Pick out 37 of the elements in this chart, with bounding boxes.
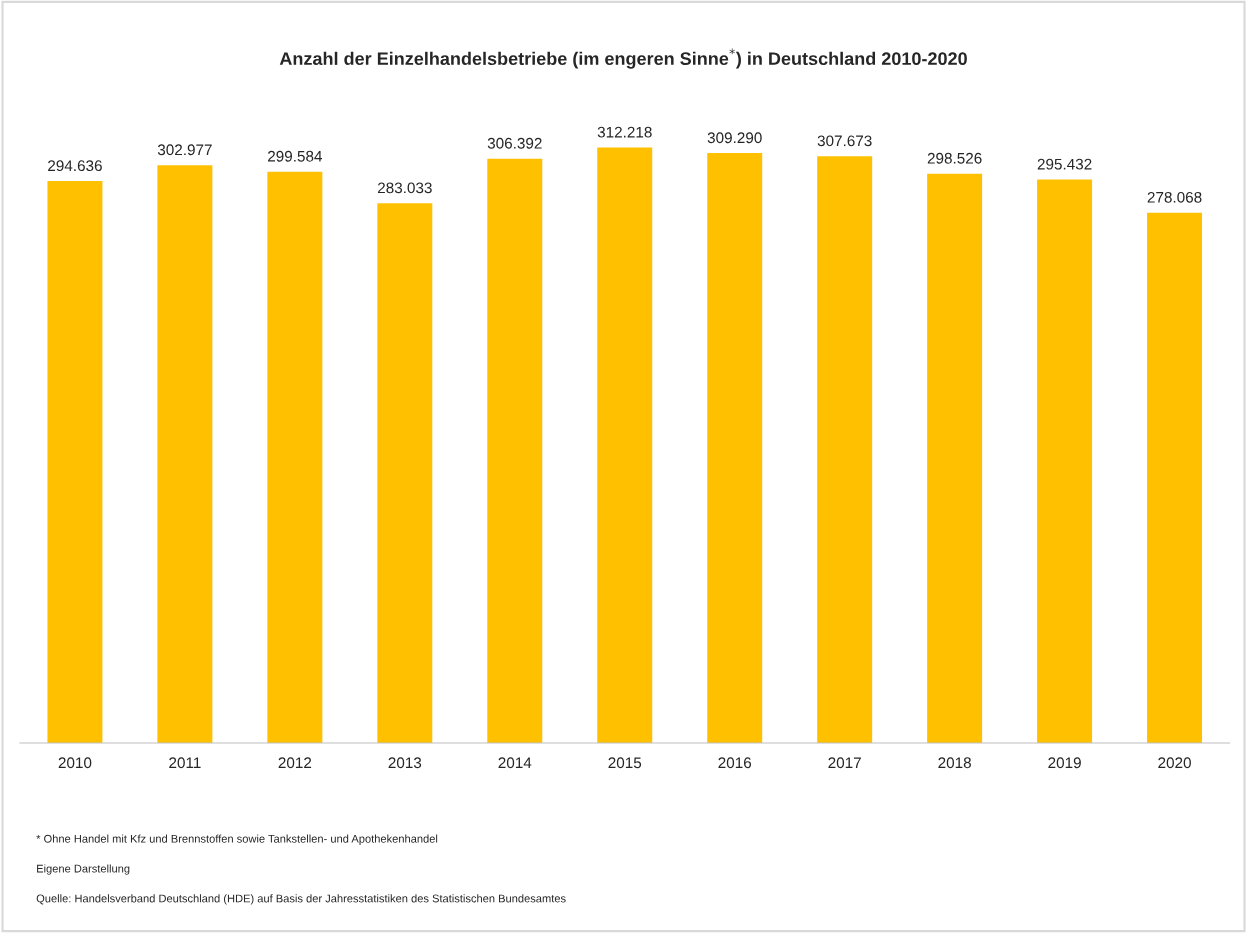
data-label: 306.392 xyxy=(487,137,542,149)
data-label: 294.636 xyxy=(48,160,102,172)
bar xyxy=(707,153,763,744)
data-label: 312.218 xyxy=(597,126,652,138)
bar xyxy=(817,156,873,744)
source-note: Quelle: Handelsverband Deutschland (HDE) auf Basis der Jahresstatistiken des Statistischen Bundesamtes xyxy=(36,894,566,905)
data-label: 295.432 xyxy=(1037,158,1092,170)
text: Eigene Darstellung xyxy=(37,864,130,875)
x-tick-label: 2019 xyxy=(1048,757,1081,769)
data-label: 283.033 xyxy=(377,182,432,194)
x-tick-label: 2017 xyxy=(828,757,861,769)
x-tick-label: 2016 xyxy=(718,757,752,769)
bar xyxy=(597,147,653,744)
bar xyxy=(927,173,983,744)
chart-title: Anzahl der Einzelhandelsbetriebe (im engeren Sinne$^{*}$) in Deutschland 2010-2020 xyxy=(279,48,967,69)
data-label: 307.673 xyxy=(817,135,872,147)
data-label: 309.290 xyxy=(707,132,762,144)
bar xyxy=(377,203,433,744)
bar xyxy=(267,171,323,744)
x-tick-label: 2012 xyxy=(278,757,312,769)
x-tick-label: 2011 xyxy=(169,757,201,769)
x-tick-label: 2015 xyxy=(608,757,642,769)
x-tick-label: 2020 xyxy=(1158,757,1191,769)
x-tick-label: 2018 xyxy=(938,757,971,769)
bar xyxy=(157,165,213,744)
x-tick-label: 2014 xyxy=(498,757,532,769)
bar xyxy=(47,181,103,744)
bar xyxy=(487,158,543,744)
x-tick-label: 2010 xyxy=(58,757,92,769)
bar xyxy=(1037,179,1093,744)
data-label: 278.068 xyxy=(1147,191,1202,203)
text: * Ohne Handel mit Kfz und Brennstoffen sowie Tankstellen- und Apothekenhandel xyxy=(36,834,438,845)
data-label: 302.977 xyxy=(157,144,212,156)
x-tick-label: 2013 xyxy=(388,757,422,769)
data-label: 298.526 xyxy=(927,152,982,164)
bar xyxy=(1147,212,1203,744)
data-label: 299.584 xyxy=(268,150,323,162)
